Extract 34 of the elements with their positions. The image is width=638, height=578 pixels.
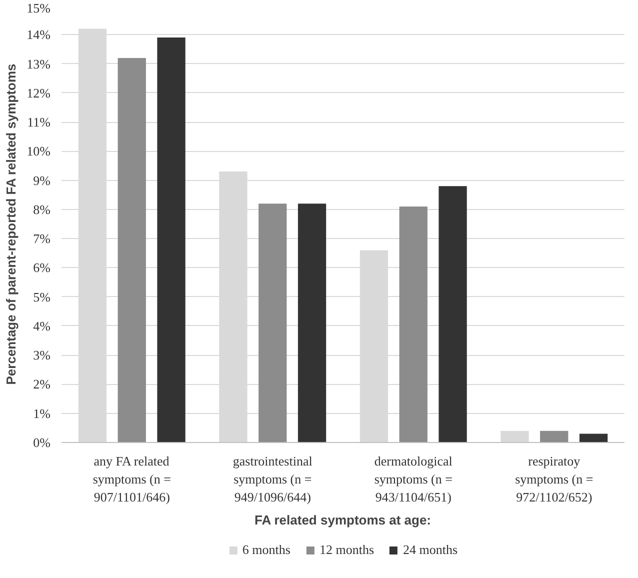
x-tick-label: gastrointestinal symptoms (n = 949/1096/644): [232, 454, 313, 504]
legend-label: 12 months: [319, 542, 374, 558]
y-tick-label: 13%: [26, 56, 51, 72]
y-tick-label: 1%: [33, 406, 51, 421]
bar: [157, 38, 186, 442]
bar: [399, 206, 428, 442]
bar: [500, 430, 529, 442]
y-tick-label: 15%: [26, 0, 51, 16]
bar: [258, 204, 287, 442]
y-tick-label: 4%: [33, 318, 51, 334]
y-tick-label: 12%: [26, 85, 51, 100]
y-tick-label: 10%: [26, 144, 51, 159]
y-tick-label: 5%: [33, 289, 51, 304]
y-tick-label: 0%: [33, 435, 51, 450]
y-tick-label: 6%: [33, 260, 51, 276]
bar: [540, 430, 568, 442]
x-axis-title: FA related symptoms at age:: [254, 512, 432, 528]
y-tick-label: 8%: [33, 202, 51, 217]
y-tick-label: 11%: [27, 114, 51, 130]
legend-label: 24 months: [403, 542, 458, 558]
y-tick-label: 3%: [33, 348, 51, 363]
y-axis-title: Percentage of parent-reported FA related symptoms: [4, 64, 19, 385]
x-tick-label: respiratoy symptoms (n = 972/1102/652): [515, 454, 594, 504]
bar: [579, 434, 608, 442]
y-tick-label: 7%: [33, 231, 51, 246]
x-tick-label: dermatological symptoms (n = 943/1104/651): [374, 454, 453, 504]
bar: [438, 186, 467, 442]
bar: [118, 58, 146, 442]
bar: [298, 204, 326, 442]
y-tick-label: 9%: [33, 172, 51, 188]
legend-label: 6 months: [242, 542, 290, 558]
x-tick-label: any FA related symptoms (n = 907/1101/646): [92, 454, 171, 504]
y-tick-label: 14%: [26, 27, 51, 42]
y-tick-label: 2%: [33, 376, 51, 392]
